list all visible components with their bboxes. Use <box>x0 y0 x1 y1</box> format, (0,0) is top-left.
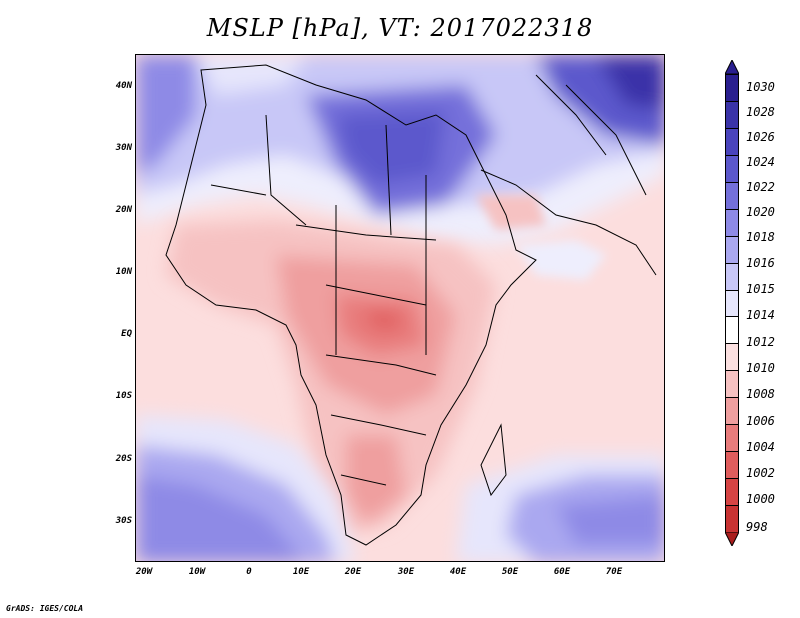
y-tick-20n: 20N <box>115 205 132 215</box>
colorbar-swatch <box>725 424 739 453</box>
colorbar-label-1002: 1002 <box>746 466 775 480</box>
colorbar-label-1026: 1026 <box>746 130 775 144</box>
colorbar-swatch <box>725 478 739 507</box>
colorbar-swatch <box>725 154 739 183</box>
colorbar-swatch <box>725 451 739 480</box>
x-tick-10e: 10E <box>292 567 310 577</box>
pressure-field <box>136 55 664 561</box>
x-tick-70e: 70E <box>605 567 623 577</box>
colorbar-swatch <box>725 262 739 291</box>
x-tick-10w: 10W <box>188 567 206 577</box>
colorbar-label-1018: 1018 <box>746 230 775 244</box>
footer-credit: GrADS: IGES/COLA <box>6 604 84 613</box>
colorbar-top-arrow <box>725 60 739 74</box>
colorbar-label-1015: 1015 <box>746 282 775 296</box>
map-panel <box>135 54 665 562</box>
colorbar-label-1010: 1010 <box>746 361 775 375</box>
y-tick-20s: 20S <box>115 454 132 464</box>
colorbar-swatch <box>725 505 739 533</box>
x-tick-20w: 20W <box>135 567 153 577</box>
colorbar-label-1014: 1014 <box>746 308 775 322</box>
y-tick-10s: 10S <box>115 391 132 401</box>
colorbar-label-1020: 1020 <box>746 205 775 219</box>
y-tick-eq: EQ <box>121 329 132 339</box>
colorbar-swatch <box>725 181 739 210</box>
x-tick-40e: 40E <box>449 567 467 577</box>
x-tick-50e: 50E <box>501 567 519 577</box>
colorbar-swatch <box>725 397 739 426</box>
colorbar-label-1012: 1012 <box>746 335 775 349</box>
colorbar-label-1024: 1024 <box>746 155 775 169</box>
colorbar-swatch <box>725 208 739 237</box>
x-tick-0: 0 <box>246 567 252 577</box>
y-tick-40n: 40N <box>115 81 132 91</box>
x-tick-30e: 30E <box>397 567 415 577</box>
x-tick-20e: 20E <box>344 567 362 577</box>
colorbar-swatch <box>725 127 739 156</box>
colorbar-swatch <box>725 74 739 102</box>
colorbar-label-1006: 1006 <box>746 414 775 428</box>
x-tick-60e: 60E <box>553 567 571 577</box>
coastlines <box>165 64 657 546</box>
colorbar-swatch <box>725 343 739 372</box>
y-tick-30n: 30N <box>115 143 132 153</box>
colorbar-label-1000: 1000 <box>746 492 775 506</box>
colorbar-swatch <box>725 100 739 129</box>
colorbar-label-1030: 1030 <box>746 80 775 94</box>
colorbar-bottom-arrow <box>725 532 739 546</box>
colorbar-label-1028: 1028 <box>746 105 775 119</box>
y-tick-10n: 10N <box>115 267 132 277</box>
y-tick-30s: 30S <box>115 516 132 526</box>
colorbar-label-1016: 1016 <box>746 256 775 270</box>
colorbar-swatch <box>725 235 739 264</box>
colorbar-label-1022: 1022 <box>746 180 775 194</box>
colorbar-label-998: 998 <box>746 520 768 534</box>
plot-title: MSLP [hPa], VT: 2017022318 <box>206 14 594 42</box>
colorbar-swatch <box>725 289 739 318</box>
colorbar-label-1004: 1004 <box>746 440 775 454</box>
colorbar-label-1008: 1008 <box>746 387 775 401</box>
colorbar-swatch <box>725 316 739 345</box>
colorbar-swatch <box>725 370 739 399</box>
